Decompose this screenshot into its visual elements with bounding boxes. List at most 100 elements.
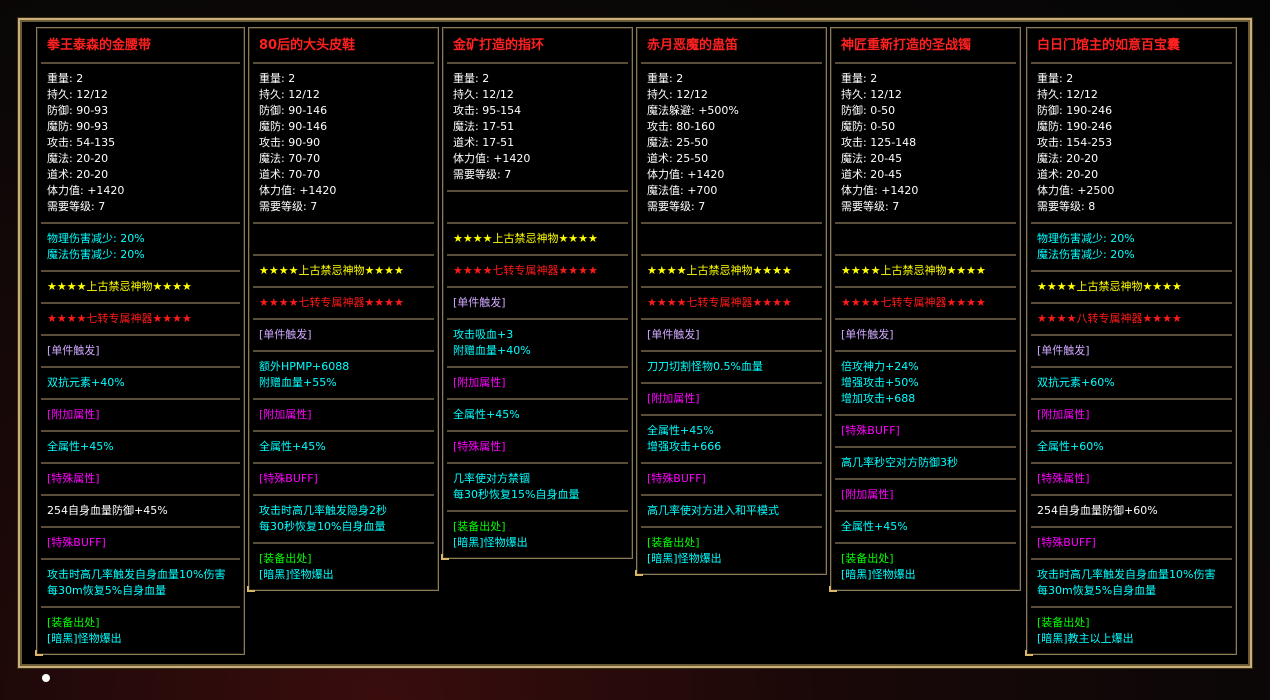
tooltip-section: 额外HPMP+6088 附赠血量+55% xyxy=(253,352,434,400)
attribute-line: 高几率秒空对方防御3秒 xyxy=(841,456,958,469)
item-name: 白日门馆主的如意百宝囊 xyxy=(1031,28,1232,64)
tooltip-section: [单件触发] xyxy=(835,320,1016,352)
tooltip-section xyxy=(447,192,628,224)
attribute-line: [装备出处] xyxy=(453,520,506,533)
attribute-line: 道术: 17-51 xyxy=(453,136,515,149)
item-name: 神匠重新打造的圣战镯 xyxy=(835,28,1016,64)
attribute-line: [暗黑]怪物爆出 xyxy=(47,632,122,645)
tooltip-section: 重量: 2 持久: 12/12 防御: 0-50 魔防: 0-50 攻击: 125-14… xyxy=(835,64,1016,224)
tooltip-section: 攻击时高几率触发隐身2秒 每30秒恢复10%自身血量 xyxy=(253,496,434,544)
attribute-line: 全属性+45% xyxy=(647,424,714,437)
attribute-line: 需要等级: 8 xyxy=(1037,200,1096,213)
tooltip-section: 全属性+45% xyxy=(447,400,628,432)
attribute-line: ★★★★上古禁忌神物★★★★ xyxy=(841,264,986,277)
attribute-line: [特殊BUFF] xyxy=(47,536,106,549)
attribute-line: [附加属性] xyxy=(453,376,506,389)
attribute-line: 每30m恢复5%自身血量 xyxy=(47,584,167,597)
attribute-line: [附加属性] xyxy=(841,488,894,501)
tooltip-section: 重量: 2 持久: 12/12 防御: 190-246 魔防: 190-246 攻击: … xyxy=(1031,64,1232,224)
item-tooltip-card: 白日门馆主的如意百宝囊 重量: 2 持久: 12/12 防御: 190-246 魔防: … xyxy=(1025,27,1237,656)
tooltip-section: 全属性+45% xyxy=(835,512,1016,544)
item-tooltip-card: 80后的大头皮鞋 重量: 2 持久: 12/12 防御: 90-146 魔防: 90-1… xyxy=(247,27,439,592)
attribute-line: 攻击: 54-135 xyxy=(47,136,116,149)
attribute-line: [装备出处] xyxy=(1037,616,1090,629)
tooltip-section: [附加属性] xyxy=(253,400,434,432)
tooltip-section xyxy=(641,224,822,256)
attribute-line: ★★★★八转专属神器★★★★ xyxy=(1037,312,1182,325)
attribute-line: 需要等级: 7 xyxy=(647,200,706,213)
attribute-line: 需要等级: 7 xyxy=(453,168,512,181)
attribute-line: 持久: 12/12 xyxy=(259,88,320,101)
tooltip-section: 重量: 2 持久: 12/12 攻击: 95-154 魔法: 17-51 道术: 17-… xyxy=(447,64,628,192)
attribute-line: 体力值: +1420 xyxy=(647,168,725,181)
tooltip-section: 高几率秒空对方防御3秒 xyxy=(835,448,1016,480)
attribute-line: 物理伤害减少: 20% xyxy=(1037,232,1135,245)
attribute-line: [单件触发] xyxy=(841,328,894,341)
tooltip-section: [单件触发] xyxy=(447,288,628,320)
attribute-line: 双抗元素+60% xyxy=(1037,376,1115,389)
tooltip-section: ★★★★七转专属神器★★★★ xyxy=(447,256,628,288)
attribute-line: 双抗元素+40% xyxy=(47,376,125,389)
attribute-line: 魔法: 20-20 xyxy=(1037,152,1099,165)
attribute-line: 攻击时高几率触发自身血量10%伤害 xyxy=(47,568,226,581)
attribute-line: 全属性+45% xyxy=(259,440,326,453)
tooltip-section: 254自身血量防御+45% xyxy=(41,496,240,528)
attribute-line: 重量: 2 xyxy=(647,72,684,85)
attribute-line: 道术: 20-20 xyxy=(1037,168,1099,181)
tooltip-section: [附加属性] xyxy=(641,384,822,416)
tooltip-section: 刀刀切割怪物0.5%血量 xyxy=(641,352,822,384)
attribute-line: 体力值: +1420 xyxy=(453,152,531,165)
page-indicator-dot[interactable] xyxy=(42,674,50,682)
attribute-line: 攻击: 80-160 xyxy=(647,120,716,133)
attribute-line: [特殊属性] xyxy=(1037,472,1090,485)
attribute-line: 刀刀切割怪物0.5%血量 xyxy=(647,360,763,373)
attribute-line: 魔法伤害减少: 20% xyxy=(1037,248,1135,261)
attribute-line: [暗黑]怪物爆出 xyxy=(841,568,916,581)
attribute-line: [装备出处] xyxy=(259,552,312,565)
tooltip-section: [单件触发] xyxy=(41,336,240,368)
attribute-line: ★★★★上古禁忌神物★★★★ xyxy=(647,264,792,277)
attribute-line: 254自身血量防御+45% xyxy=(47,504,168,517)
attribute-line: 每30秒恢复15%自身血量 xyxy=(453,488,580,501)
attribute-line: 254自身血量防御+60% xyxy=(1037,504,1158,517)
tooltip-section: [装备出处] [暗黑]怪物爆出 xyxy=(41,608,240,654)
attribute-line: [单件触发] xyxy=(453,296,506,309)
tooltip-section: 双抗元素+60% xyxy=(1031,368,1232,400)
attribute-line: [特殊BUFF] xyxy=(841,424,900,437)
attribute-line: 重量: 2 xyxy=(1037,72,1074,85)
tooltip-section: 几率使对方禁锢 每30秒恢复15%自身血量 xyxy=(447,464,628,512)
tooltip-section: [单件触发] xyxy=(253,320,434,352)
item-name: 拳王泰森的金腰带 xyxy=(41,28,240,64)
attribute-line: ★★★★七转专属神器★★★★ xyxy=(841,296,986,309)
attribute-line: 魔法: 20-45 xyxy=(841,152,903,165)
attribute-line: 道术: 20-45 xyxy=(841,168,903,181)
attribute-line: 攻击吸血+3 xyxy=(453,328,514,341)
attribute-line: 防御: 90-93 xyxy=(47,104,109,117)
attribute-line: 持久: 12/12 xyxy=(47,88,108,101)
attribute-line: [附加属性] xyxy=(647,392,700,405)
tooltip-section: [特殊BUFF] xyxy=(641,464,822,496)
tooltip-section: 攻击时高几率触发自身血量10%伤害 每30m恢复5%自身血量 xyxy=(41,560,240,608)
item-tooltip-card: 拳王泰森的金腰带 重量: 2 持久: 12/12 防御: 90-93 魔防: 90-93… xyxy=(35,27,245,656)
tooltip-section: 物理伤害减少: 20% 魔法伤害减少: 20% xyxy=(1031,224,1232,272)
attribute-line: [特殊属性] xyxy=(47,472,100,485)
attribute-line: 攻击: 154-253 xyxy=(1037,136,1113,149)
tooltip-section: [装备出处] [暗黑]怪物爆出 xyxy=(253,544,434,590)
attribute-line: [附加属性] xyxy=(259,408,312,421)
attribute-line: 魔法: 25-50 xyxy=(647,136,709,149)
tooltip-section: ★★★★上古禁忌神物★★★★ xyxy=(41,272,240,304)
tooltip-section: [附加属性] xyxy=(447,368,628,400)
tooltip-section: ★★★★七转专属神器★★★★ xyxy=(641,288,822,320)
tooltip-section: 全属性+45% xyxy=(253,432,434,464)
tooltip-section: [装备出处] [暗黑]教主以上爆出 xyxy=(1031,608,1232,654)
attribute-line: [暗黑]怪物爆出 xyxy=(453,536,528,549)
attribute-line: 附赠血量+55% xyxy=(259,376,337,389)
tooltip-section: [特殊BUFF] xyxy=(1031,528,1232,560)
tooltip-section: [特殊属性] xyxy=(1031,464,1232,496)
tooltip-section: [单件触发] xyxy=(641,320,822,352)
attribute-line: [特殊BUFF] xyxy=(259,472,318,485)
attribute-line: 倍攻神力+24% xyxy=(841,360,919,373)
tooltip-section xyxy=(253,224,434,256)
attribute-line: 全属性+45% xyxy=(47,440,114,453)
tooltip-section: ★★★★七转专属神器★★★★ xyxy=(253,288,434,320)
